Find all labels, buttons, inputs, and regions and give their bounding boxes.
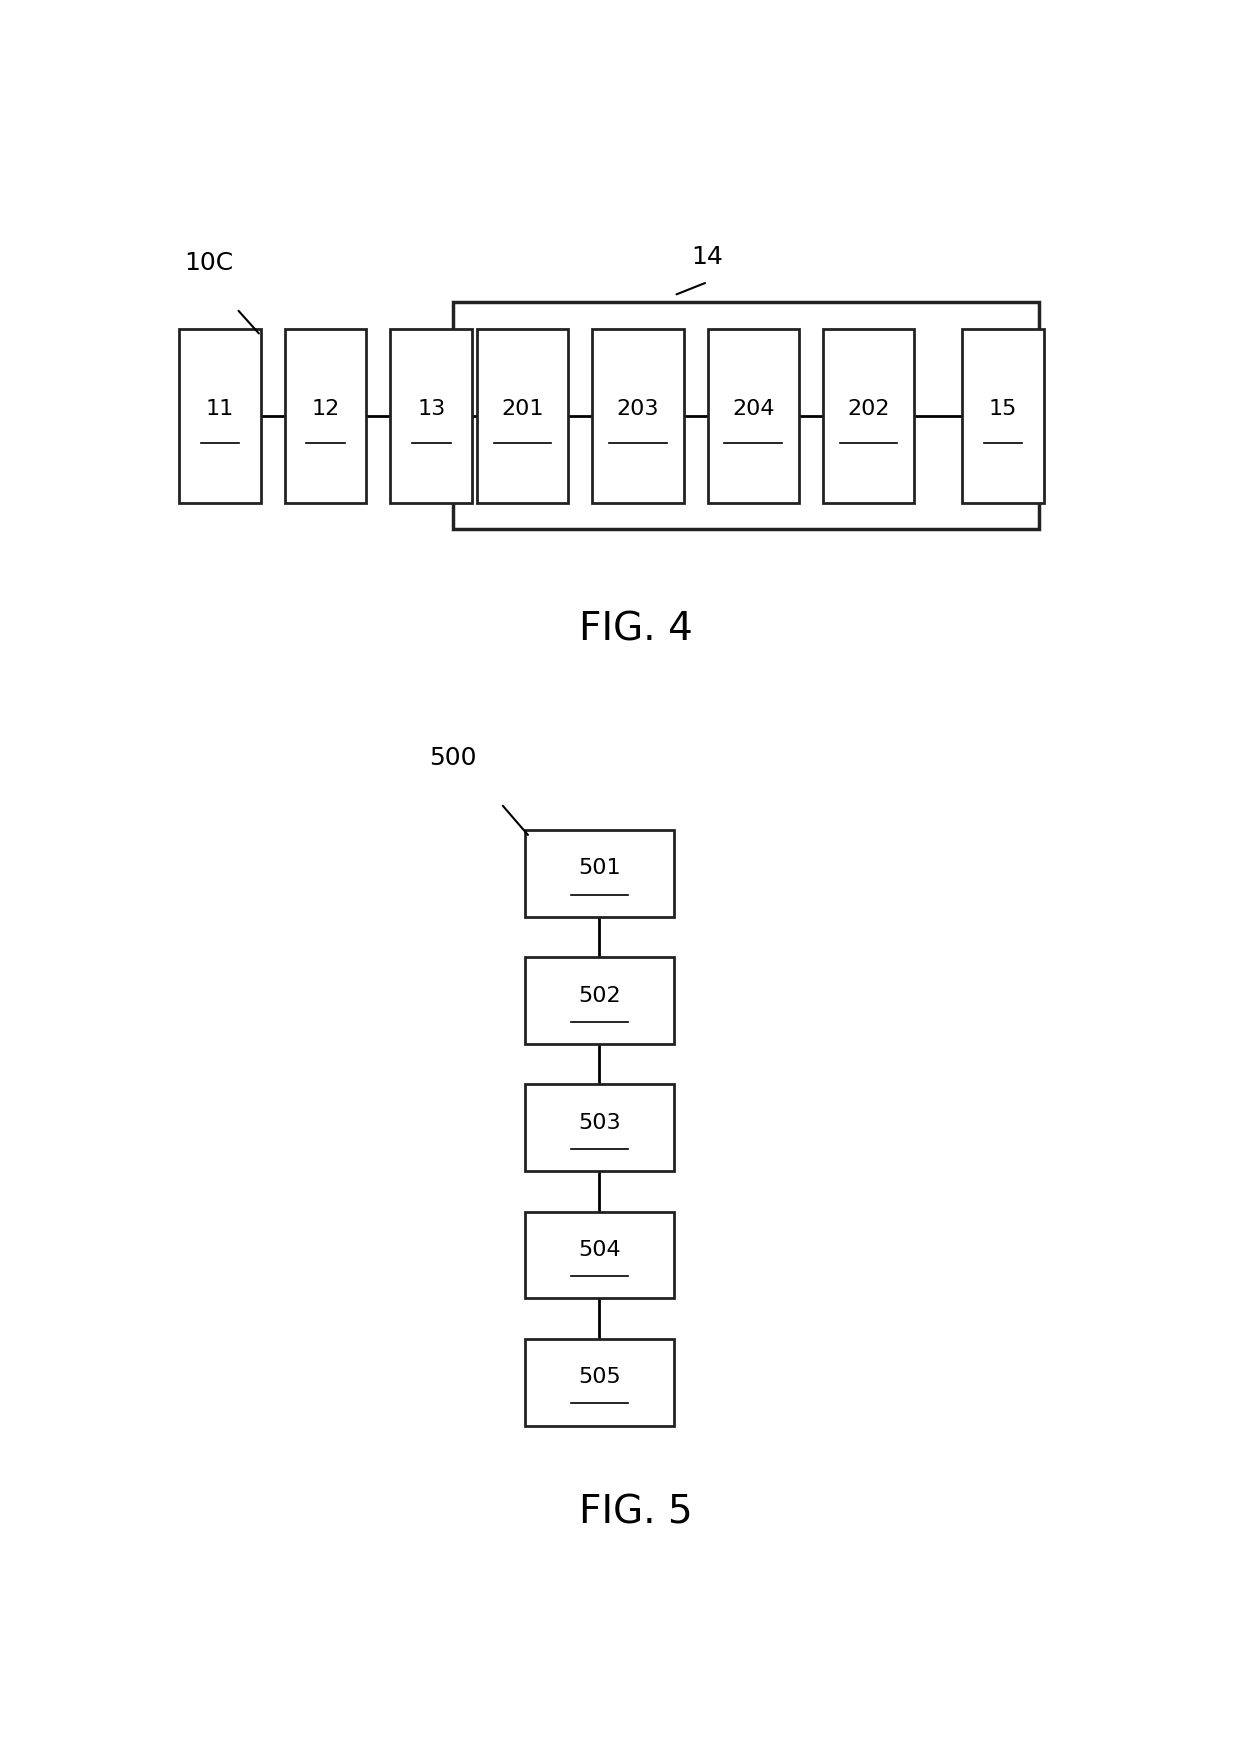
Text: 501: 501 — [578, 858, 621, 879]
Text: 505: 505 — [578, 1367, 621, 1386]
Text: FIG. 4: FIG. 4 — [579, 611, 692, 648]
Text: 14: 14 — [692, 245, 723, 269]
Bar — [525, 957, 675, 1044]
Bar — [285, 328, 367, 502]
Bar — [477, 328, 568, 502]
Bar — [391, 328, 472, 502]
Text: 203: 203 — [616, 400, 660, 419]
Bar — [525, 1339, 675, 1426]
Text: 204: 204 — [732, 400, 775, 419]
Bar — [823, 328, 914, 502]
Text: 502: 502 — [578, 985, 621, 1006]
Bar — [525, 1212, 675, 1299]
Text: 10C: 10C — [184, 252, 233, 276]
Text: 202: 202 — [847, 400, 890, 419]
Text: 15: 15 — [988, 400, 1017, 419]
Text: 504: 504 — [578, 1240, 621, 1259]
Bar — [453, 302, 1039, 530]
Text: 11: 11 — [206, 400, 234, 419]
Bar — [708, 328, 799, 502]
Text: 13: 13 — [417, 400, 445, 419]
Text: FIG. 5: FIG. 5 — [579, 1494, 692, 1532]
Text: 12: 12 — [311, 400, 340, 419]
Bar — [593, 328, 683, 502]
Text: 201: 201 — [501, 400, 544, 419]
Bar — [525, 830, 675, 917]
Bar — [962, 328, 1044, 502]
Text: 503: 503 — [578, 1113, 621, 1133]
Bar — [525, 1084, 675, 1171]
Text: 500: 500 — [429, 747, 476, 769]
Bar — [179, 328, 260, 502]
